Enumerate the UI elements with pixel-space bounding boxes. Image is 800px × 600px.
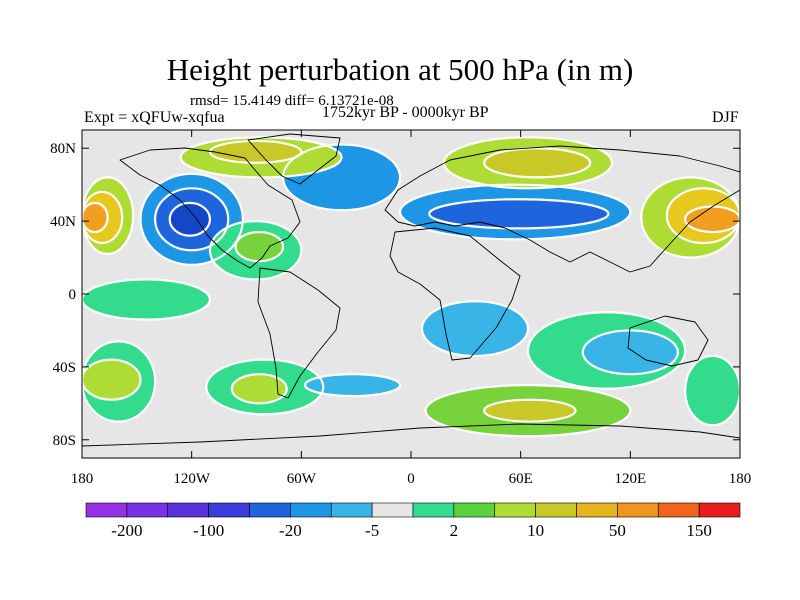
contour-line — [139, 172, 244, 266]
contour-line — [581, 329, 679, 376]
contour-line — [398, 183, 632, 241]
field-region — [429, 199, 609, 229]
colorbar-label: -5 — [365, 521, 379, 540]
period-label: 1752kyr BP - 0000kyr BP — [322, 104, 489, 121]
greenland-outline — [247, 133, 341, 185]
contour-line — [82, 358, 142, 401]
contour-line — [82, 176, 135, 255]
colorbar-box — [494, 502, 536, 518]
colorbar-box — [576, 502, 618, 518]
africa-outline — [389, 227, 521, 361]
continent-outlines — [82, 133, 740, 447]
contour-line — [665, 187, 740, 245]
antarctica-outline — [82, 423, 740, 447]
colorbar-box — [453, 502, 496, 518]
eurasia-outline — [384, 145, 740, 273]
field-region — [421, 301, 528, 356]
lon-tick-label: 60E — [509, 471, 533, 487]
colorbar-box — [330, 502, 373, 518]
contour-line — [424, 384, 632, 438]
colorbar-box — [371, 502, 414, 518]
colorbar-label: -20 — [279, 521, 302, 540]
contour-line — [82, 201, 109, 234]
lat-tick-label: 0 — [69, 287, 77, 303]
field-region — [82, 279, 210, 320]
colorbar-label: -100 — [193, 521, 224, 540]
contour-line — [82, 190, 124, 245]
season-label: DJF — [712, 109, 739, 126]
contour-line — [208, 220, 303, 281]
colorbar-box — [290, 502, 332, 518]
colorbar-box — [249, 502, 291, 518]
south-america-outline — [257, 267, 341, 399]
north-america-outline — [119, 147, 301, 269]
colorbar-box — [657, 502, 700, 518]
colorbar-box — [698, 502, 741, 518]
contour-line — [205, 358, 325, 416]
field-region — [169, 202, 210, 236]
field-region — [484, 399, 576, 422]
contour-line — [208, 139, 303, 164]
field-region — [582, 330, 678, 375]
field-region — [209, 140, 302, 163]
field-region — [235, 232, 284, 262]
field-region — [231, 374, 287, 404]
contour-line — [640, 176, 740, 259]
colorbar-label: -200 — [111, 521, 142, 540]
stats-line: rmsd= 15.4149 diff= 6.13721e-08 — [190, 93, 394, 109]
field-region — [685, 355, 740, 426]
perturbation-field — [82, 130, 740, 458]
experiment-label: Expt = xQFUw-xqfua — [84, 109, 225, 126]
australia-outline — [627, 315, 709, 367]
colorbar-label: 10 — [527, 521, 544, 540]
lat-tick-label: 80S — [53, 433, 76, 449]
colorbar-label: 150 — [686, 521, 712, 540]
contour-line — [230, 373, 288, 405]
colorbar-label: 50 — [609, 521, 626, 540]
lon-tick-label: 180 — [729, 471, 752, 487]
lat-tick-label: 80N — [50, 141, 76, 157]
contour-line — [483, 147, 592, 179]
colorbar-label: 2 — [450, 521, 459, 540]
contour-line — [428, 198, 610, 230]
lon-tick-label: 120W — [173, 471, 211, 487]
colorbar-box — [412, 502, 455, 518]
colorbar-box — [208, 502, 250, 518]
plot-title: Height perturbation at 500 hPa (in m) — [166, 52, 634, 87]
lon-tick-label: 120E — [614, 471, 646, 487]
colorbar-box — [126, 502, 169, 518]
colorbar-box — [167, 502, 209, 518]
contour-line — [234, 230, 285, 263]
colorbar-box — [535, 502, 577, 518]
contour-line — [483, 398, 577, 423]
field-region — [82, 359, 141, 400]
colorbar: -200 -100 -20 -5 2 10 50 150 — [85, 502, 741, 540]
field-region — [82, 202, 108, 233]
lon-tick-label: 0 — [407, 471, 415, 487]
contour-line — [154, 187, 230, 252]
map-axes: 180 120W 60W 0 60E 120E 180 80N 40N 0 40S 80S — [50, 130, 751, 487]
colorbar-box — [617, 502, 659, 518]
field-region — [484, 148, 591, 178]
contour-line — [303, 373, 402, 398]
lat-tick-label: 40N — [50, 214, 76, 230]
contour-line — [526, 311, 687, 390]
lon-tick-label: 180 — [71, 471, 94, 487]
lon-tick-label: 60W — [287, 471, 317, 487]
contour-line — [82, 340, 157, 423]
colorbar-box — [85, 502, 128, 518]
contour-line — [168, 201, 212, 237]
field-region — [304, 374, 401, 397]
contour-line — [420, 300, 530, 358]
lat-tick-label: 40S — [53, 360, 76, 376]
field-region — [685, 206, 740, 233]
